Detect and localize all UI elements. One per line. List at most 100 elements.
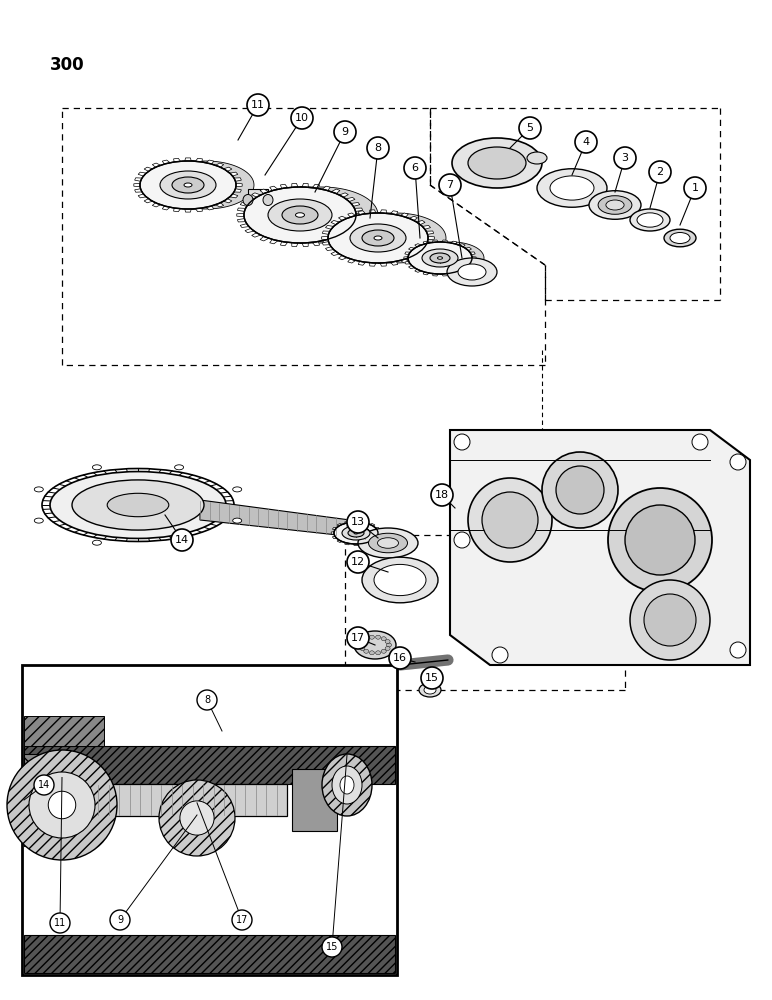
Polygon shape: [345, 543, 350, 545]
Polygon shape: [333, 536, 337, 539]
Polygon shape: [337, 524, 342, 526]
Bar: [24, 716, 104, 746]
Polygon shape: [206, 206, 214, 210]
Text: 14: 14: [38, 780, 50, 790]
Polygon shape: [215, 163, 224, 167]
Text: 1: 1: [692, 183, 699, 193]
Polygon shape: [185, 209, 191, 212]
Polygon shape: [391, 261, 398, 265]
Ellipse shape: [637, 213, 663, 227]
Text: 9: 9: [117, 915, 123, 925]
Polygon shape: [354, 208, 363, 211]
Polygon shape: [248, 189, 268, 211]
Polygon shape: [206, 160, 214, 164]
Ellipse shape: [50, 472, 226, 538]
Polygon shape: [442, 274, 447, 276]
Polygon shape: [195, 208, 202, 212]
Polygon shape: [370, 524, 375, 526]
Ellipse shape: [369, 635, 374, 639]
Polygon shape: [378, 213, 446, 263]
Polygon shape: [375, 527, 380, 530]
Circle shape: [644, 594, 696, 646]
Polygon shape: [331, 236, 340, 241]
Circle shape: [404, 157, 426, 179]
Ellipse shape: [376, 635, 381, 639]
Polygon shape: [346, 228, 355, 233]
Ellipse shape: [362, 557, 438, 603]
Polygon shape: [450, 430, 750, 665]
Polygon shape: [326, 247, 334, 251]
Circle shape: [291, 107, 313, 129]
Circle shape: [730, 642, 746, 658]
Ellipse shape: [424, 686, 436, 694]
Circle shape: [34, 775, 54, 795]
Text: 8: 8: [374, 143, 381, 153]
Text: 10: 10: [295, 113, 309, 123]
Ellipse shape: [537, 169, 607, 207]
Polygon shape: [380, 263, 386, 266]
Polygon shape: [292, 243, 298, 247]
Polygon shape: [370, 263, 376, 266]
Text: 3: 3: [621, 153, 628, 163]
Ellipse shape: [342, 526, 370, 540]
Circle shape: [347, 511, 369, 533]
Ellipse shape: [72, 480, 204, 530]
Circle shape: [519, 117, 541, 139]
Polygon shape: [322, 239, 330, 244]
Polygon shape: [292, 183, 298, 187]
Circle shape: [367, 137, 389, 159]
Polygon shape: [400, 213, 408, 217]
Ellipse shape: [268, 199, 332, 231]
Circle shape: [614, 147, 636, 169]
Polygon shape: [138, 194, 146, 198]
Polygon shape: [245, 197, 254, 202]
Ellipse shape: [332, 766, 362, 804]
Polygon shape: [280, 184, 288, 189]
Polygon shape: [339, 193, 348, 197]
Ellipse shape: [172, 177, 204, 193]
Ellipse shape: [358, 643, 364, 647]
Polygon shape: [238, 208, 245, 211]
Polygon shape: [347, 259, 356, 263]
Polygon shape: [331, 251, 340, 256]
Ellipse shape: [29, 772, 95, 838]
Ellipse shape: [107, 493, 169, 517]
Circle shape: [334, 121, 356, 143]
Polygon shape: [466, 265, 472, 269]
Ellipse shape: [348, 529, 364, 537]
Circle shape: [492, 647, 508, 663]
Ellipse shape: [296, 213, 304, 217]
Ellipse shape: [378, 538, 398, 548]
Polygon shape: [322, 236, 328, 240]
Polygon shape: [415, 269, 422, 272]
Polygon shape: [138, 172, 146, 176]
Circle shape: [110, 910, 130, 930]
Ellipse shape: [670, 232, 690, 243]
Polygon shape: [417, 251, 425, 256]
Ellipse shape: [184, 183, 192, 187]
Circle shape: [347, 551, 369, 573]
Ellipse shape: [354, 631, 396, 659]
Ellipse shape: [244, 187, 356, 243]
Polygon shape: [322, 186, 330, 191]
Polygon shape: [459, 269, 466, 272]
Polygon shape: [313, 241, 320, 246]
Polygon shape: [423, 272, 429, 275]
Ellipse shape: [180, 801, 214, 835]
Polygon shape: [331, 189, 340, 194]
Polygon shape: [362, 521, 367, 523]
Ellipse shape: [354, 532, 358, 534]
Polygon shape: [347, 213, 356, 217]
Ellipse shape: [48, 791, 76, 819]
Bar: [24, 935, 395, 973]
Circle shape: [322, 937, 342, 957]
Ellipse shape: [430, 253, 450, 263]
Polygon shape: [240, 202, 249, 206]
Polygon shape: [391, 211, 398, 215]
Ellipse shape: [385, 640, 390, 644]
Ellipse shape: [174, 540, 184, 545]
Polygon shape: [422, 247, 431, 251]
Ellipse shape: [381, 649, 386, 653]
Text: 17: 17: [351, 633, 365, 643]
Polygon shape: [174, 208, 181, 212]
